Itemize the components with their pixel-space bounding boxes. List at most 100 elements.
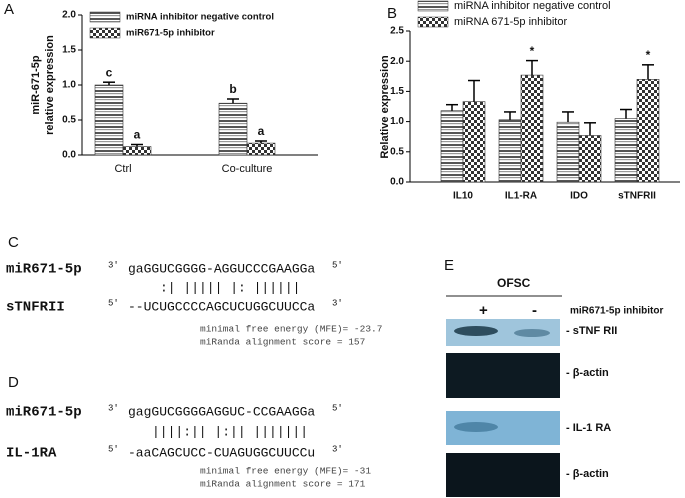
panel-c: C miR671-5p 3' gaGGUCGGGG-AGGUCCCGAAGGa … xyxy=(6,234,382,348)
bar xyxy=(498,119,522,183)
bar xyxy=(122,146,152,156)
bar xyxy=(94,84,124,156)
y-tick-label: 0.0 xyxy=(62,150,76,161)
sequence: gaGGUCGGGG-AGGUCCCGAAGGa xyxy=(128,261,315,276)
blot xyxy=(446,453,560,497)
error-bar xyxy=(468,79,480,102)
annotation: * xyxy=(530,44,535,58)
lane-label: - xyxy=(532,302,537,319)
error-bar xyxy=(584,122,596,136)
bar xyxy=(614,118,638,183)
bar xyxy=(246,142,276,156)
annotation: a xyxy=(134,128,141,142)
y-axis-label: relative expression xyxy=(44,35,56,135)
end: 3' xyxy=(332,444,343,454)
panel-label: C xyxy=(8,234,19,251)
panel-label: E xyxy=(444,257,454,274)
error-bar xyxy=(227,98,239,104)
y-tick-label: 0.5 xyxy=(390,146,404,157)
bar xyxy=(218,102,248,156)
bar xyxy=(520,74,544,183)
mfe: minimal free energy (MFE)= -31 xyxy=(200,466,371,477)
end: 3' xyxy=(108,260,119,270)
annotation: b xyxy=(229,82,236,96)
panel-label: D xyxy=(8,374,19,391)
legend-label: miRNA 671-5p inhibitor xyxy=(454,16,567,28)
legend-swatch xyxy=(417,16,449,28)
error-bar xyxy=(526,59,538,76)
mfe: minimal free energy (MFE)= -23.7 xyxy=(200,324,382,335)
y-axis-label: miR-671-5p xyxy=(30,55,42,115)
end: 5' xyxy=(332,403,343,413)
band xyxy=(454,326,498,336)
legend-swatch xyxy=(89,11,121,23)
y-tick-label: 1.5 xyxy=(390,86,404,97)
pairing: ||||:|| |:|| ||||||| xyxy=(152,424,308,439)
error-bar xyxy=(642,64,654,80)
band xyxy=(454,422,498,432)
y-tick-label: 0.5 xyxy=(62,115,76,126)
sequence: --UCUGCCCCAGCUCUGGCUUCCa xyxy=(128,299,315,314)
y-tick-label: 1.0 xyxy=(62,80,76,91)
score: miRanda alignment score = 157 xyxy=(200,337,365,348)
legend-swatch xyxy=(417,0,449,12)
target-name: IL-1RA xyxy=(6,446,57,462)
y-tick-label: 0.0 xyxy=(390,177,404,188)
y-tick-label: 1.5 xyxy=(62,45,76,56)
group-label: OFSC xyxy=(497,276,531,290)
x-tick-label: IL10 xyxy=(453,191,473,202)
panel-e: E OFSC + - miR671-5p inhibitor - sTNF RI… xyxy=(444,257,663,497)
pairing: :| ||||| |: |||||| xyxy=(160,280,300,295)
end: 3' xyxy=(108,403,119,413)
error-bar xyxy=(446,103,458,111)
error-bar xyxy=(103,81,115,85)
y-tick-label: 2.0 xyxy=(390,56,404,67)
error-bar xyxy=(131,143,143,147)
mirna-name: miR671-5p xyxy=(6,405,82,421)
x-tick-label: Ctrl xyxy=(114,163,131,175)
annotation: c xyxy=(106,65,113,79)
sequence: -aaCAGCUCC-CUAGUGGCUUCCu xyxy=(128,445,315,460)
bar xyxy=(556,121,580,183)
mirna-name: miR671-5p xyxy=(6,262,82,278)
bar xyxy=(440,110,464,183)
panel-label: A xyxy=(4,1,14,18)
band-label: - β-actin xyxy=(566,367,609,379)
legend-label: miRNA inhibitor negative control xyxy=(454,0,611,12)
end: 3' xyxy=(332,298,343,308)
x-tick-label: IL1-RA xyxy=(505,191,537,202)
panel-label: B xyxy=(387,5,397,22)
bar xyxy=(636,79,660,183)
error-bar xyxy=(620,108,632,119)
y-tick-label: 1.0 xyxy=(390,116,404,127)
x-tick-label: Co-culture xyxy=(222,163,273,175)
end: 5' xyxy=(108,444,119,454)
legend-label: miR671-5p inhibitor xyxy=(126,28,215,39)
bar xyxy=(578,135,602,183)
y-tick-label: 2.0 xyxy=(62,10,76,21)
band xyxy=(514,329,550,337)
blot xyxy=(446,353,560,398)
error-bar xyxy=(562,111,574,123)
legend-swatch xyxy=(89,27,121,39)
sequence: gagGUCGGGGAGGUC-CCGAAGGa xyxy=(128,404,315,419)
end: 5' xyxy=(332,260,343,270)
bar xyxy=(462,101,486,183)
score: miRanda alignment score = 171 xyxy=(200,479,366,490)
band-label: - sTNF RII xyxy=(566,325,617,337)
panel-d: D miR671-5p 3' gagGUCGGGGAGGUC-CCGAAGGa … xyxy=(6,374,371,490)
error-bar xyxy=(255,140,267,144)
x-tick-label: sTNFRII xyxy=(618,191,656,202)
annotation: a xyxy=(258,124,265,138)
x-tick-label: IDO xyxy=(570,191,588,202)
target-name: sTNFRII xyxy=(6,300,65,316)
y-tick-label: 2.5 xyxy=(390,26,404,37)
lane-label: + xyxy=(479,302,488,319)
annotation: * xyxy=(646,48,651,62)
band-label: - IL-1 RA xyxy=(566,422,611,434)
y-axis-label: Relative expression xyxy=(379,55,391,159)
legend-label: miRNA inhibitor negative control xyxy=(126,12,274,23)
band-label: - β-actin xyxy=(566,468,609,480)
end: 5' xyxy=(108,298,119,308)
